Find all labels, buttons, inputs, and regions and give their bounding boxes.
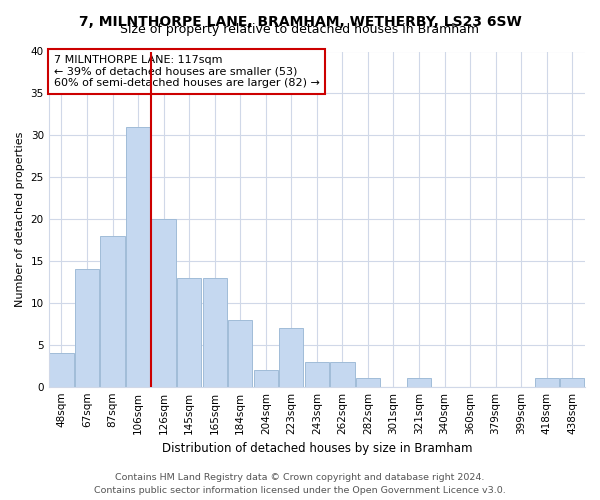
- Bar: [203, 278, 227, 386]
- Bar: [228, 320, 253, 386]
- Bar: [177, 278, 201, 386]
- Bar: [305, 362, 329, 386]
- Text: Contains HM Land Registry data © Crown copyright and database right 2024.
Contai: Contains HM Land Registry data © Crown c…: [94, 473, 506, 495]
- Bar: [407, 378, 431, 386]
- Bar: [151, 219, 176, 386]
- X-axis label: Distribution of detached houses by size in Bramham: Distribution of detached houses by size …: [161, 442, 472, 455]
- Bar: [330, 362, 355, 386]
- Bar: [49, 353, 74, 386]
- Bar: [254, 370, 278, 386]
- Text: 7 MILNTHORPE LANE: 117sqm
← 39% of detached houses are smaller (53)
60% of semi-: 7 MILNTHORPE LANE: 117sqm ← 39% of detac…: [54, 55, 320, 88]
- Text: Size of property relative to detached houses in Bramham: Size of property relative to detached ho…: [121, 22, 479, 36]
- Bar: [279, 328, 304, 386]
- Bar: [560, 378, 584, 386]
- Text: 7, MILNTHORPE LANE, BRAMHAM, WETHERBY, LS23 6SW: 7, MILNTHORPE LANE, BRAMHAM, WETHERBY, L…: [79, 15, 521, 29]
- Bar: [75, 270, 99, 386]
- Bar: [535, 378, 559, 386]
- Bar: [126, 127, 150, 386]
- Bar: [100, 236, 125, 386]
- Y-axis label: Number of detached properties: Number of detached properties: [15, 132, 25, 307]
- Bar: [356, 378, 380, 386]
